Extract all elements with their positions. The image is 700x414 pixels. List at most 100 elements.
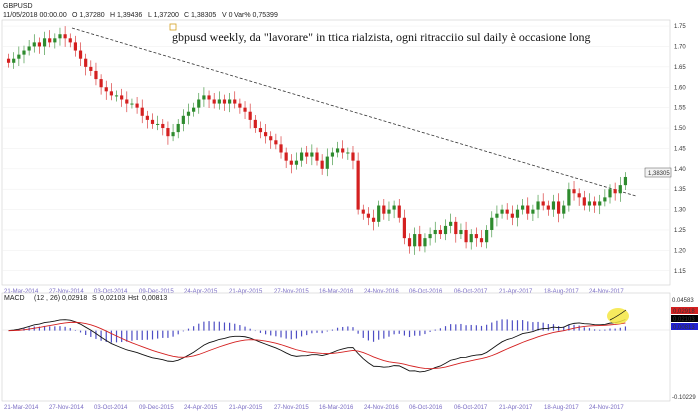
candle-body	[17, 54, 21, 59]
candle-body	[294, 160, 299, 165]
candle-body	[299, 152, 304, 161]
hist-badge	[671, 323, 698, 330]
candle-body	[197, 99, 201, 108]
candle-body	[263, 132, 268, 137]
candle-body	[526, 205, 530, 214]
candle-body	[94, 70, 98, 80]
candle-body	[217, 99, 221, 104]
candle-body	[557, 201, 561, 214]
annotation-marker-icon	[169, 23, 177, 31]
symbol-title: GBPUSD	[3, 3, 33, 10]
ohlc-volume: V 0	[222, 12, 233, 19]
candle-body	[479, 238, 484, 243]
candle-body	[222, 99, 227, 104]
candle-body	[289, 160, 293, 165]
candle-body	[428, 234, 432, 239]
macd-panel-frame	[1, 292, 671, 402]
candle-body	[166, 128, 170, 137]
candle-body	[150, 119, 155, 124]
macd-ytick-top: 0.04583	[672, 298, 694, 304]
candle-body	[366, 213, 371, 218]
ohlc-readout: 11/05/2018 00:00.00 O 1,37280 H 1,39436 …	[3, 12, 278, 19]
candle-body	[521, 205, 525, 210]
candle-body	[145, 115, 149, 120]
candle-body	[320, 160, 324, 169]
price-ytick-label: 1.60	[674, 85, 686, 91]
x-tick-label: 06-Oct-2017	[454, 289, 488, 295]
candle-body	[346, 152, 350, 154]
candle-body	[176, 123, 180, 133]
candle-body	[73, 42, 77, 51]
price-ytick-label: 1.50	[674, 126, 686, 132]
candle-body	[238, 103, 242, 108]
price-panel-frame	[1, 19, 671, 286]
candle-body	[459, 229, 463, 235]
candle-body	[63, 34, 67, 39]
macd-header: MACD (12 , 26) 0,02918 S 0,02103 Hst 0,0…	[4, 295, 167, 302]
macd-label: MACD	[4, 295, 25, 302]
price-ytick-label: 1.70	[674, 44, 686, 50]
price-ytick-label: 1.35	[674, 187, 686, 193]
price-ytick-label: 1.40	[674, 167, 686, 173]
price-ytick-label: 1.25	[674, 228, 686, 234]
candle-body	[248, 111, 252, 120]
candle-body	[12, 58, 16, 63]
candle-body	[181, 115, 185, 124]
ohlc-datetime: 11/05/2018 00:00.00	[3, 12, 67, 19]
candle-body	[37, 42, 42, 47]
x-tick-label: 18-Aug-2017	[544, 289, 579, 295]
candle-body	[341, 148, 345, 153]
candle-body	[258, 128, 263, 133]
candle-body	[68, 38, 72, 43]
candle-body	[510, 213, 514, 218]
candle-body	[392, 205, 396, 210]
candle-body	[413, 234, 417, 247]
candle-body	[114, 95, 119, 97]
x-tick-label: 21-Apr-2015	[229, 289, 263, 295]
candle-body	[89, 66, 93, 71]
signal-label: S	[92, 295, 97, 302]
price-ytick-label: 1.55	[674, 106, 686, 112]
candle-body	[474, 234, 478, 239]
x-tick-label: 21-Apr-2017	[499, 405, 533, 411]
candle-body	[269, 136, 273, 141]
candle-body	[207, 95, 211, 100]
macd-ytick-bottom: -0.10229	[672, 395, 696, 401]
candle-body	[495, 213, 499, 218]
x-tick-label: 27-Nov-2015	[274, 289, 309, 295]
hist-badge-label: 0,00813	[673, 325, 695, 331]
candle-body	[433, 229, 437, 235]
trendline[interactable]	[71, 27, 637, 197]
ohlc-low: L 1,37200	[148, 12, 179, 19]
candle-body	[325, 156, 329, 169]
candle-body	[423, 238, 427, 247]
candle-body	[541, 201, 545, 206]
signal-value: 0,02103	[100, 295, 125, 302]
candle-body	[186, 111, 191, 116]
x-tick-label: 27-Nov-2014	[49, 289, 84, 295]
candle-body	[233, 99, 237, 104]
candle-body	[418, 234, 422, 247]
candle-body	[515, 209, 520, 218]
candle-body	[171, 132, 175, 137]
candle-body	[284, 152, 288, 161]
candle-body	[469, 234, 473, 243]
candle-body	[397, 205, 401, 218]
last-price-tag	[644, 167, 672, 178]
x-tick-label: 21-Apr-2015	[229, 405, 263, 411]
candle-body	[310, 152, 314, 157]
candle-body	[315, 152, 319, 161]
candle-body	[53, 38, 57, 43]
ohlc-close: C 1,38305	[184, 12, 216, 19]
candle-body	[84, 58, 88, 67]
candle-body	[618, 185, 622, 194]
x-tick-label: 24-Nov-2016	[364, 289, 399, 295]
x-tick-label: 27-Nov-2015	[274, 405, 309, 411]
candle-body	[464, 229, 468, 243]
price-y-axis: 1.75 1.70 1.65 1.60 1.55 1.50 1.45 1.40 1.35 1.30…	[674, 24, 686, 275]
x-tick-label: 24-Apr-2015	[184, 289, 218, 295]
hist-label: Hst	[128, 295, 139, 302]
x-tick-label: 06-Oct-2017	[454, 405, 488, 411]
candle-body	[402, 217, 406, 239]
candle-body	[58, 34, 62, 39]
